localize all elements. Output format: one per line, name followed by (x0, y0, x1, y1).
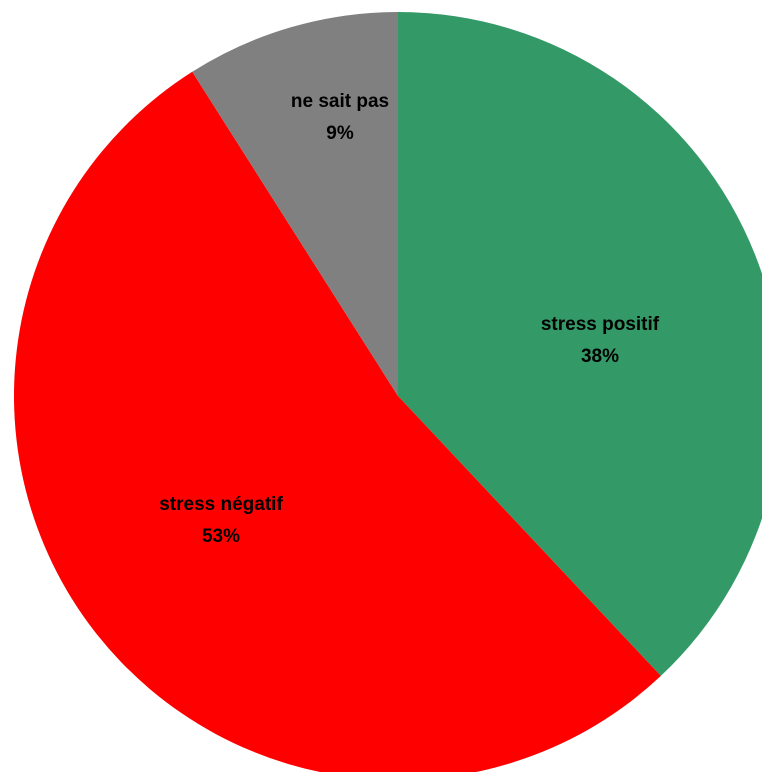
pie-slice (398, 12, 762, 676)
pie-slice (14, 71, 661, 772)
slice-category-label: stress négatif (159, 494, 283, 515)
slice-category-label: stress positif (541, 314, 660, 335)
slice-value-label: 9% (326, 123, 354, 144)
slice-category-label: ne sait pas (291, 91, 389, 112)
pie-slice (192, 12, 398, 396)
slice-value-label: 53% (202, 526, 240, 547)
slice-value-label: 38% (581, 346, 619, 367)
